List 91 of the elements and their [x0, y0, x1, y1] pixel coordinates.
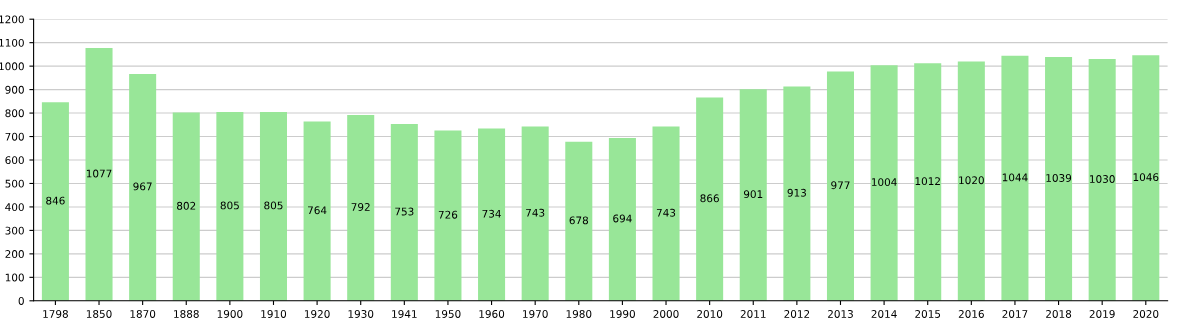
- data-label: 977: [831, 181, 850, 190]
- data-label: 913: [787, 188, 806, 197]
- bar: [608, 137, 636, 301]
- bar: [521, 126, 549, 301]
- x-tick-label: 1888: [174, 310, 199, 318]
- x-tick-label: 1850: [86, 310, 112, 318]
- bar: [390, 124, 418, 301]
- bar: [957, 61, 985, 301]
- bar: [172, 112, 200, 301]
- x-tick-label: 2019: [1089, 310, 1115, 318]
- y-tick-label: 200: [5, 250, 24, 258]
- x-tick-label: 1960: [479, 310, 505, 318]
- y-tick-label: 100: [5, 273, 24, 282]
- data-label: 726: [438, 210, 458, 219]
- x-tick-label: 1870: [130, 310, 156, 318]
- y-tick-label: 600: [5, 156, 24, 165]
- x-tick-label: 2011: [740, 310, 766, 318]
- x-tick-label: 1910: [261, 310, 287, 318]
- data-label: 1077: [86, 169, 112, 178]
- data-label: 901: [743, 190, 763, 199]
- x-tick-label: 1920: [304, 310, 330, 318]
- x-tick-label: 2020: [1133, 310, 1159, 318]
- y-tick-label: 300: [5, 226, 24, 235]
- y-tick-label: 0: [18, 297, 24, 305]
- x-tick-label: 1941: [392, 310, 417, 318]
- data-label: 743: [656, 208, 676, 217]
- bar: [1088, 59, 1116, 301]
- data-label: 846: [46, 196, 65, 205]
- data-label: 1012: [915, 177, 940, 186]
- data-label: 802: [177, 201, 196, 210]
- bar: [826, 71, 855, 301]
- y-tick-label: 400: [5, 203, 24, 212]
- y-tick-label: 500: [5, 179, 24, 188]
- data-label: 734: [482, 209, 501, 218]
- x-tick-label: 1970: [523, 310, 548, 318]
- data-label: 1020: [959, 176, 984, 185]
- x-tick-label: 2015: [915, 310, 941, 318]
- bar: [1001, 55, 1029, 301]
- x-tick-label: 1930: [348, 310, 374, 318]
- x-tick-label: 1990: [610, 310, 635, 318]
- bar: [303, 121, 331, 301]
- y-tick-label: 700: [5, 132, 24, 141]
- data-label: 694: [613, 214, 632, 223]
- data-label: 1046: [1133, 173, 1159, 182]
- data-label: 753: [395, 207, 414, 216]
- data-label: 967: [133, 182, 152, 191]
- bar: [696, 97, 724, 301]
- data-label: 678: [569, 216, 589, 225]
- data-label: 792: [351, 203, 370, 211]
- data-label: 866: [700, 194, 719, 203]
- data-label: 805: [264, 201, 283, 210]
- bar: [259, 111, 288, 301]
- data-label: 764: [308, 206, 327, 215]
- bar: [478, 128, 506, 301]
- y-tick-label: 1000: [0, 62, 24, 71]
- data-label: 1039: [1046, 174, 1072, 182]
- x-tick-label: 2010: [697, 310, 723, 318]
- bar: [1132, 55, 1160, 301]
- data-label: 805: [220, 201, 239, 210]
- x-tick-label: 1798: [43, 310, 68, 318]
- bar: [216, 111, 244, 301]
- x-tick-label: 2016: [958, 310, 984, 318]
- bar: [870, 65, 898, 301]
- x-tick-label: 2017: [1002, 310, 1028, 318]
- bar: [347, 114, 375, 301]
- x-tick-label: 2012: [784, 310, 810, 318]
- data-label: 1004: [871, 178, 897, 187]
- data-label: 743: [526, 208, 545, 217]
- bar: [914, 63, 942, 301]
- x-tick-label: 1900: [217, 310, 243, 318]
- bar: [434, 130, 462, 301]
- bar: [129, 73, 157, 301]
- y-tick-label: 800: [5, 109, 24, 118]
- x-tick-label: 2013: [827, 310, 853, 318]
- data-label: 1044: [1002, 173, 1028, 182]
- data-label: 1030: [1090, 175, 1115, 183]
- y-tick-label: 1200: [0, 15, 24, 24]
- bar: [739, 89, 767, 301]
- x-tick-label: 2018: [1046, 310, 1072, 318]
- bar: [41, 102, 69, 301]
- bar: [85, 48, 113, 301]
- y-tick-label: 1100: [0, 38, 24, 47]
- bar: [1045, 56, 1073, 301]
- bar: [652, 126, 680, 301]
- x-tick-label: 2000: [653, 310, 679, 318]
- x-tick-label: 2014: [871, 310, 897, 318]
- y-tick-label: 900: [5, 85, 24, 94]
- bar: [565, 141, 593, 301]
- x-tick-label: 1950: [435, 310, 461, 318]
- x-tick-label: 1980: [566, 310, 592, 318]
- bar: [783, 86, 811, 301]
